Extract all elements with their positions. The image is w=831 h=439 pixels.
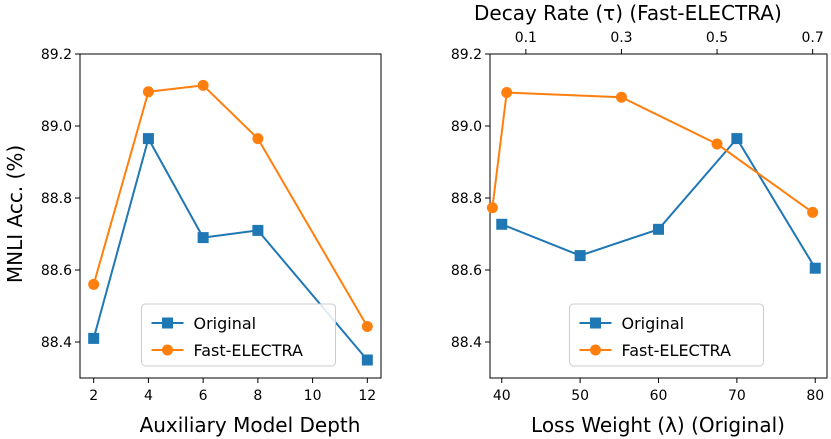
legend-marker-square [162, 317, 173, 329]
x-tick-label: 10 [304, 388, 322, 404]
y-tick-label: 89.2 [41, 47, 72, 63]
data-point-circle [361, 321, 373, 333]
x-tick-label: 40 [493, 388, 511, 404]
legend-marker-square [590, 317, 601, 329]
x-tick-label: 60 [650, 388, 668, 404]
legend-label: Original [194, 314, 257, 333]
y-tick-label: 88.4 [41, 335, 72, 351]
data-point-circle [615, 91, 627, 103]
data-point-square [142, 133, 154, 145]
data-point-circle [807, 206, 819, 218]
y-tick-label: 88.6 [451, 263, 482, 279]
y-tick-label: 88.4 [451, 335, 482, 351]
series-line-fast-electra [92, 84, 369, 328]
x-tick-label: 70 [728, 388, 746, 404]
x-tick-label: 6 [199, 388, 208, 404]
x-tick-label: 4 [144, 388, 153, 404]
top-x-tick-label: 0.7 [802, 30, 824, 46]
left-series-markers [88, 79, 373, 366]
y-tick-label: 89.0 [41, 119, 72, 135]
top-x-tick-label: 0.1 [515, 30, 537, 46]
data-point-circle [486, 202, 498, 214]
data-point-circle [252, 133, 264, 145]
y-tick-label: 88.6 [41, 263, 72, 279]
y-tick-label: 89.0 [451, 119, 482, 135]
data-point-square [252, 224, 264, 236]
data-point-circle [711, 138, 723, 150]
top-x-tick-label: 0.5 [706, 30, 728, 46]
y-tick-label: 88.8 [41, 191, 72, 207]
x-tick-label: 2 [89, 388, 98, 404]
data-point-circle [501, 87, 513, 99]
left-x-axis-label: Auxiliary Model Depth [140, 413, 361, 437]
x-tick-label: 12 [358, 388, 376, 404]
legend-label: Fast-ELECTRA [622, 341, 731, 360]
series-line-fast-electra [491, 91, 814, 214]
y-tick-label: 89.2 [451, 47, 482, 63]
x-tick-label: 80 [806, 388, 824, 404]
right-top-axis-label: Decay Rate (τ) (Fast-ELECTRA) [474, 1, 782, 25]
data-point-circle [88, 278, 100, 290]
data-point-square [496, 218, 508, 230]
data-point-square [574, 250, 586, 262]
right-top-x-ticks: 0.1 0.3 0.5 0.7 [515, 30, 824, 54]
right-series-lines [491, 91, 817, 269]
data-point-square [653, 223, 664, 235]
data-point-square [88, 332, 100, 344]
right-chart-panel: 88.488.688.889.089.2 40 50 60 70 80 0.1 0.3 0.… [451, 1, 828, 437]
series-line-original [501, 137, 817, 269]
x-tick-label: 8 [253, 388, 262, 404]
right-x-ticks: 40 50 60 70 80 [493, 378, 824, 404]
data-point-square [361, 354, 373, 366]
left-plot-frame [79, 53, 382, 379]
left-y-ticks: 88.4 88.6 88.8 89.0 89.2 [41, 47, 80, 351]
legend-marker-circle [162, 344, 173, 356]
left-chart-panel: 88.4 88.6 88.8 89.0 89.2 2 4 6 8 10 12 Original Fa… [3, 47, 382, 437]
y-tick-label: 88.8 [451, 191, 482, 207]
y-axis-label: MNLI Acc. (%) [3, 145, 27, 283]
data-point-square [809, 262, 821, 274]
left-legend: Original Fast-ELECTRA [141, 303, 336, 367]
right-y-ticks: 88.4 88.6 88.8 89.0 89.2 [451, 47, 490, 351]
legend-marker-circle [590, 344, 601, 356]
legend-box [569, 303, 764, 367]
data-point-square [731, 133, 743, 145]
right-x-axis-label: Loss Weight (λ) (Original) [531, 413, 785, 437]
legend-box [141, 303, 336, 367]
legend-label: Fast-ELECTRA [194, 341, 303, 360]
right-series-markers [486, 87, 821, 274]
data-point-square [197, 232, 209, 244]
top-x-tick-label: 0.3 [610, 30, 632, 46]
right-legend: Original Fast-ELECTRA [569, 303, 764, 367]
data-point-circle [142, 86, 154, 98]
legend-label: Original [622, 314, 685, 333]
left-x-ticks: 2 4 6 8 10 12 [89, 378, 376, 404]
data-point-circle [197, 79, 209, 91]
x-tick-label: 50 [571, 388, 589, 404]
